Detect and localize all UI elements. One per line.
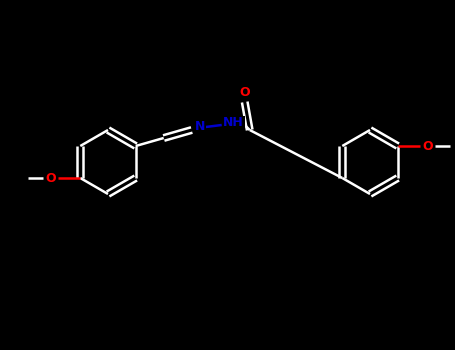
Text: NH: NH: [223, 117, 244, 130]
Text: O: O: [45, 172, 56, 184]
Text: O: O: [239, 85, 250, 98]
Text: N: N: [195, 120, 205, 133]
Text: O: O: [422, 140, 433, 153]
